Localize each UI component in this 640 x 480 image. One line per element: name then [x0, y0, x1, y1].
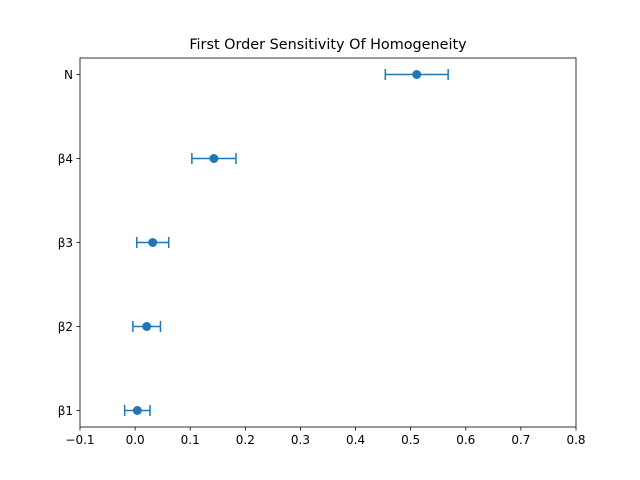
data-point — [142, 322, 152, 331]
plot-frame — [79, 57, 577, 428]
x-tick-label: 0.4 — [346, 433, 365, 447]
x-tick-label: −0.1 — [65, 433, 94, 447]
x-tick-label: 0.1 — [181, 433, 200, 447]
x-tick-label: 0.6 — [456, 433, 475, 447]
y-tick-label: β1 — [58, 404, 73, 418]
x-tick-label: 0.3 — [291, 433, 310, 447]
y-tick-label: β2 — [58, 320, 73, 334]
y-tick-label: β3 — [58, 236, 73, 250]
x-tick-label: 0.5 — [401, 433, 420, 447]
y-tick-label: N — [64, 68, 73, 82]
data-point — [412, 70, 422, 79]
data-point — [132, 406, 142, 415]
data-marks — [123, 69, 449, 416]
x-tick-label: 0.2 — [236, 433, 255, 447]
x-axis: −0.1 0.0 0.1 0.2 0.3 0.4 0.5 0.6 0.7 0.8 — [65, 427, 586, 447]
chart-title: First Order Sensitivity Of Homogeneity — [189, 37, 467, 53]
y-axis: β1 β2 β3 β4 N — [58, 68, 80, 418]
x-tick-label: 0.0 — [126, 433, 145, 447]
x-tick-label: 0.8 — [566, 433, 585, 447]
data-point — [148, 238, 158, 247]
x-tick-label: 0.7 — [511, 433, 530, 447]
data-point — [209, 154, 219, 163]
y-tick-label: β4 — [58, 152, 73, 166]
